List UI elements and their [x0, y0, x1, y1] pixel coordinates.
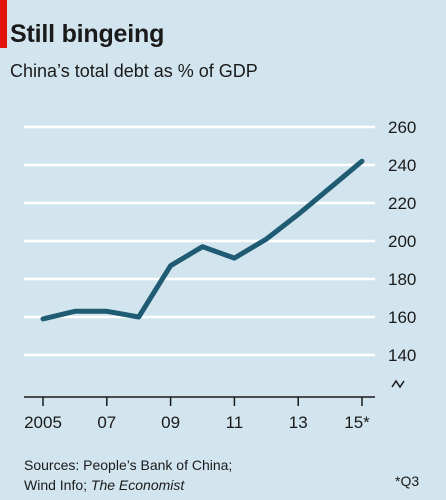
y-tick-label: 160: [388, 308, 416, 327]
y-tick-label: 260: [388, 118, 416, 137]
x-tick-label: 15*: [344, 413, 370, 432]
chart-subtitle: China’s total debt as % of GDP: [10, 61, 258, 81]
source-note: Sources: People’s Bank of China; Wind In…: [24, 455, 232, 495]
y-tick-label: 140: [388, 346, 416, 365]
x-tick-label: 2005: [24, 413, 62, 432]
y-tick-label: 200: [388, 232, 416, 251]
brand-tag: [0, 0, 7, 48]
line-chart: 260 240 220 200 180 160 140 2005 07 09 11 13 15*: [24, 118, 416, 432]
source-line-1: Sources: People’s Bank of China;: [24, 457, 233, 473]
source-line-2-plain: Wind Info;: [24, 477, 91, 493]
axis-break-mark: [391, 379, 405, 389]
y-tick-label: 220: [388, 194, 416, 213]
footnote: *Q3: [395, 473, 420, 489]
x-tick-label: 07: [97, 413, 116, 432]
x-tick-label: 13: [289, 413, 308, 432]
y-tick-label: 240: [388, 156, 416, 175]
chart-title: Still bingeing: [10, 20, 165, 48]
x-tick-label: 09: [161, 413, 180, 432]
x-tick-label: 11: [226, 413, 244, 432]
source-line-2-italic: The Economist: [90, 477, 185, 493]
y-tick-label: 180: [388, 270, 416, 289]
source-line-2: Wind Info; The Economist: [24, 475, 232, 495]
